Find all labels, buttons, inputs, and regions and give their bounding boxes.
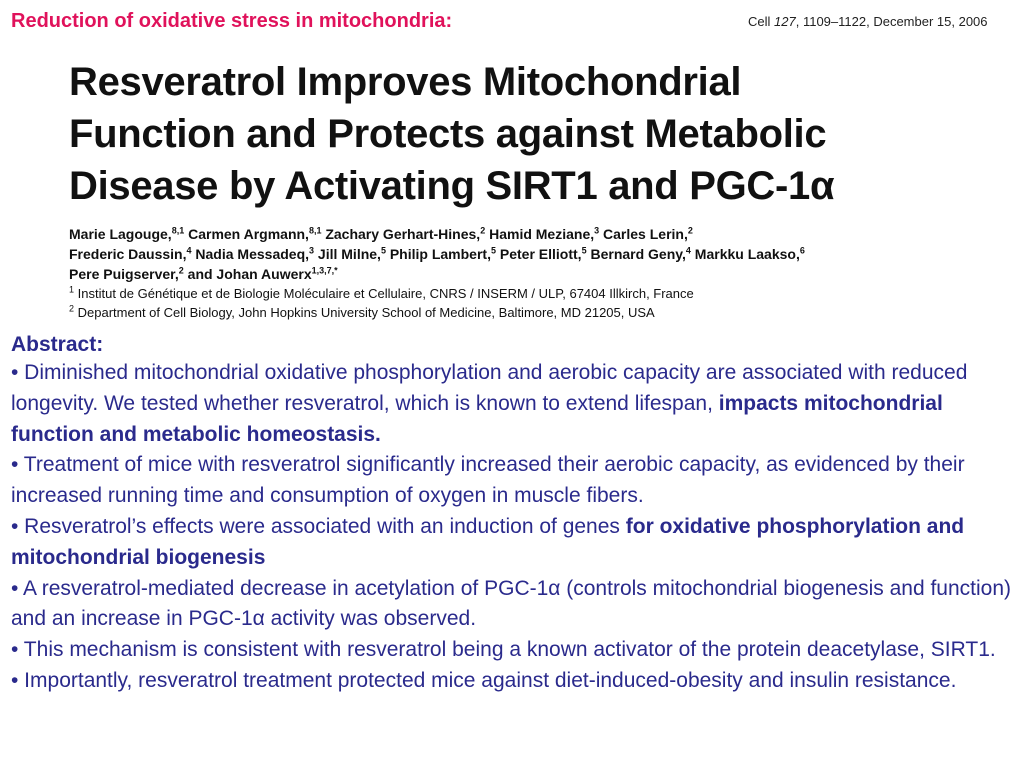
paper-title-line: Resveratrol Improves Mitochondrial	[69, 60, 742, 104]
abstract-bullet: • Resveratrol’s effects were associated …	[11, 514, 965, 569]
abstract-bullet: • Importantly, resveratrol treatment pro…	[11, 668, 957, 692]
citation: Cell 127, 1109–1122, December 15, 2006	[748, 13, 988, 31]
author: Hamid Meziane,3	[485, 225, 600, 242]
citation-volume: 127	[774, 14, 796, 29]
author: Nadia Messadeq,3	[191, 245, 315, 262]
abstract: Abstract: • Diminished mitochondrial oxi…	[11, 332, 1016, 697]
abstract-bullet: • Treatment of mice with resveratrol sig…	[11, 453, 965, 508]
author: Pere Puigserver,2	[69, 265, 184, 282]
author: Frederic Daussin,4	[69, 245, 192, 262]
author: Carmen Argmann,8,1	[184, 225, 322, 242]
abstract-bullet: • This mechanism is consistent with resv…	[11, 638, 996, 662]
author: and Johan Auwerx1,3,7,*	[183, 265, 338, 282]
abstract-bullet: • A resveratrol-mediated decrease in ace…	[11, 576, 1012, 631]
paper-title-line: Function and Protects against Metabolic	[69, 112, 827, 156]
paper-title-line: Disease by Activating SIRT1 and PGC-1α	[69, 164, 835, 208]
author: Philip Lambert,5	[385, 245, 496, 262]
author: Peter Elliott,5	[495, 245, 587, 262]
slide-title: Reduction of oxidative stress in mitocho…	[11, 10, 453, 32]
affiliation: 1 Institut de Génétique et de Biologie M…	[69, 284, 694, 301]
author: Zachary Gerhart-Hines,2	[321, 225, 486, 242]
author: Bernard Geny,4	[586, 245, 691, 262]
paper-title: Resveratrol Improves Mitochondrial Funct…	[69, 56, 989, 212]
author: Markku Laakso,6	[690, 245, 805, 262]
affiliations: 1 Institut de Génétique et de Biologie M…	[69, 284, 969, 322]
abstract-heading: Abstract:	[11, 333, 104, 356]
author: Marie Lagouge,8,1	[69, 225, 185, 242]
citation-pages-date: , 1109–1122, December 15, 2006	[795, 14, 988, 29]
author: Jill Milne,5	[314, 245, 386, 262]
affiliation: 2 Department of Cell Biology, John Hopki…	[69, 303, 655, 320]
abstract-bullet: • Diminished mitochondrial oxidative pho…	[11, 361, 968, 446]
author: Carles Lerin,2	[599, 225, 693, 242]
author-list: Marie Lagouge,8,1 Carmen Argmann,8,1 Zac…	[69, 224, 969, 284]
citation-journal: Cell	[748, 14, 771, 29]
